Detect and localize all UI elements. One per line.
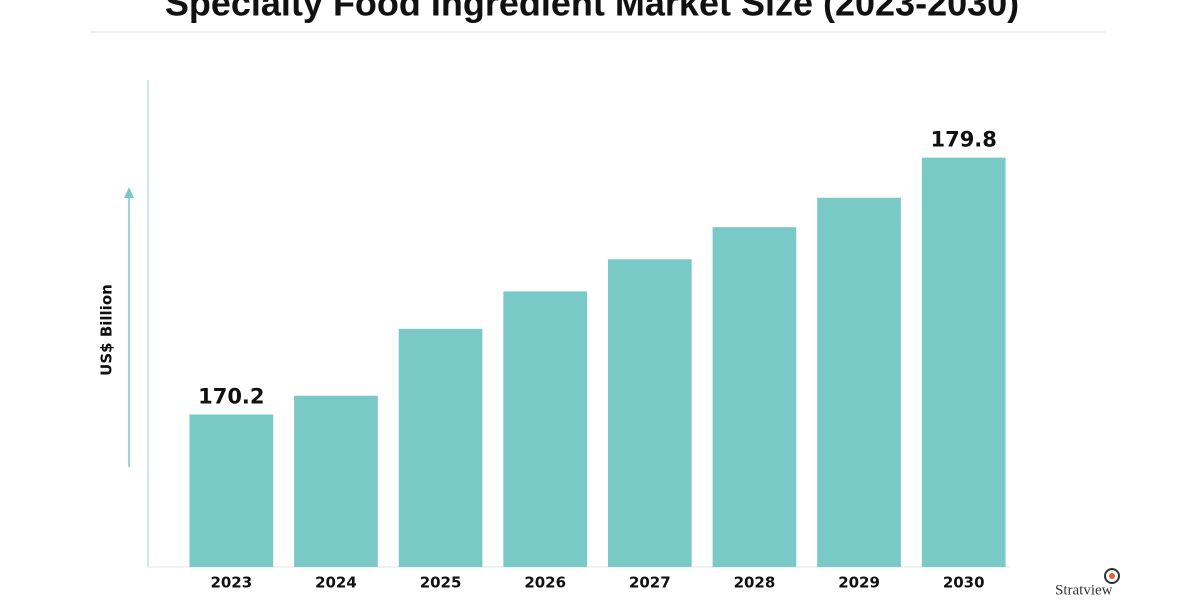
data-label: 179.8 <box>930 128 996 152</box>
x-tick-label: 2028 <box>734 574 776 592</box>
logo-icon <box>1104 568 1120 584</box>
bar <box>398 328 483 567</box>
x-tick-label: 2025 <box>420 574 462 592</box>
bar <box>189 414 274 567</box>
axis-arrow-head <box>124 187 134 198</box>
x-tick-label: 2024 <box>315 574 357 592</box>
chart-title: Specialty Food Ingredient Market Size (2… <box>165 0 1019 24</box>
bar <box>503 291 588 567</box>
bar <box>921 157 1006 567</box>
x-tick-label: 2029 <box>838 574 880 592</box>
bar <box>817 197 901 567</box>
x-tick-label: 2023 <box>210 574 252 592</box>
brand-logo: Stratview <box>1055 568 1120 598</box>
x-tick-label: 2027 <box>629 574 671 592</box>
bar <box>294 395 378 567</box>
x-tick-label: 2026 <box>524 574 566 592</box>
logo-dot <box>1109 573 1115 579</box>
bar <box>712 227 797 567</box>
y-axis-label: US$ Billion <box>98 284 116 376</box>
data-label: 170.2 <box>198 384 264 408</box>
x-tick-label: 2030 <box>943 574 985 592</box>
brand-name: Stratview <box>1055 582 1113 598</box>
bar <box>607 259 692 567</box>
